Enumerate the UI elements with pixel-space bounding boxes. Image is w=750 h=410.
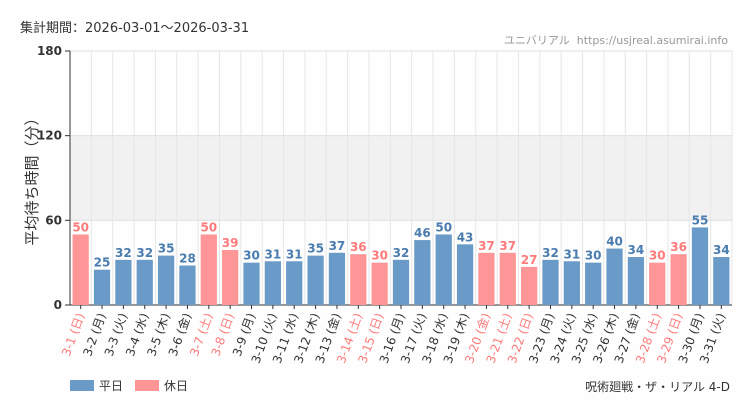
bar [328,252,346,305]
bar [115,259,132,305]
bar [72,234,89,305]
bar [392,259,410,305]
attraction-name: 呪術廻戦・ザ・リアル 4-D [585,380,730,394]
bar [179,265,196,305]
data-label: 31 [265,247,282,261]
bar [456,244,474,305]
data-label: 31 [286,247,303,261]
legend-label-weekday: 平日 [99,379,123,393]
bar [414,240,431,305]
bar [157,255,175,305]
period-label: 集計期間：2026-03-01〜2026-03-31 [20,21,250,36]
data-label: 50 [435,220,452,234]
data-label: 32 [136,246,153,260]
band-60-120 [70,135,732,221]
data-label: 32 [115,246,132,260]
bar [93,269,111,305]
data-label: 39 [222,236,239,250]
data-label: 28 [179,251,196,265]
data-label: 27 [521,253,538,267]
y-tick-label: 0 [54,298,62,312]
bar [563,261,580,305]
bar [136,259,153,305]
legend-swatch-holiday [135,380,159,391]
bar [521,266,538,305]
bar [649,262,666,305]
bar [627,257,645,305]
data-label: 50 [72,220,89,234]
data-label: 37 [478,239,495,253]
bar [606,248,623,305]
source-watermark: ユニバリアル https://usjreal.asumirai.info [503,34,728,47]
legend-swatch-weekday [70,380,94,391]
data-label: 32 [393,246,410,260]
bar [222,249,239,305]
bar [307,255,324,305]
data-label: 34 [713,243,730,257]
data-label: 50 [200,220,217,234]
bar [478,252,495,305]
data-label: 35 [307,242,324,256]
bar [350,254,367,305]
data-label: 30 [243,249,260,263]
bar [713,257,730,305]
data-label: 37 [329,239,346,253]
bar [371,262,388,305]
bar [286,261,303,305]
y-tick-label: 120 [37,129,62,143]
y-tick-label: 60 [45,213,62,227]
bar [264,261,281,305]
bar [542,259,559,305]
bar [499,252,516,305]
data-label: 31 [563,247,580,261]
data-label: 37 [499,239,516,253]
data-label: 32 [542,246,559,260]
data-label: 36 [670,240,687,254]
bar [435,234,452,305]
y-tick-label: 180 [37,44,62,58]
data-label: 46 [414,226,431,240]
bar [243,262,260,305]
bar [200,234,217,305]
data-label: 25 [94,256,111,270]
data-label: 40 [606,235,623,249]
legend-label-holiday: 休日 [164,379,188,393]
data-label: 30 [371,249,388,263]
data-label: 34 [628,243,645,257]
bar [585,262,602,305]
data-label: 55 [692,213,709,227]
data-label: 30 [585,249,602,263]
data-label: 36 [350,240,367,254]
data-label: 35 [158,242,175,256]
data-label: 43 [457,230,474,244]
y-axis-title: 平均待ち時間（分） [23,110,41,245]
bar [691,227,709,305]
bar [670,254,687,305]
data-label: 30 [649,249,666,263]
